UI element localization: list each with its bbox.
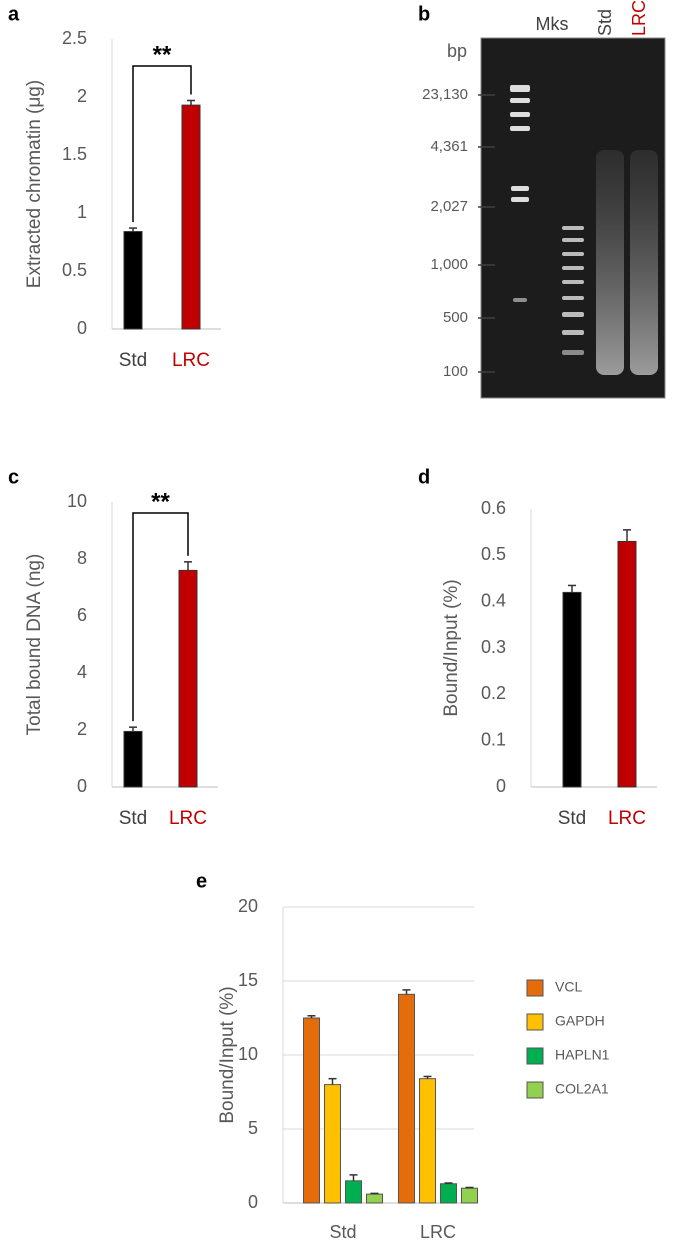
legend-swatch	[526, 979, 544, 997]
y-tick-label: 0.3	[481, 637, 506, 657]
marker-label: 1,000	[430, 256, 468, 273]
bar	[419, 1078, 436, 1204]
marker-label: 23,130	[422, 86, 468, 103]
bar	[366, 1193, 383, 1204]
y-tick-label: 0.5	[481, 544, 506, 564]
lane-label: Std	[595, 9, 615, 36]
y-tick-label: 2	[77, 719, 87, 739]
marker-label: 500	[443, 309, 468, 326]
y-tick-label: 0.4	[481, 590, 506, 610]
y-tick-label: 1	[77, 202, 87, 222]
y-tick-label: 1.5	[62, 144, 87, 164]
x-tick-label: LRC	[608, 808, 646, 829]
x-tick-label: LRC	[172, 350, 210, 371]
bar	[178, 569, 198, 788]
y-tick-label: 0	[77, 776, 87, 796]
y-axis-label: Bound/Input (%)	[441, 579, 462, 716]
y-tick-label: 0.1	[481, 729, 506, 749]
y-tick-label: 10	[238, 1044, 258, 1064]
y-tick-label: 15	[238, 970, 258, 990]
x-tick-label: Std	[119, 350, 148, 371]
y-tick-label: 20	[238, 896, 258, 916]
significance-bracket	[132, 512, 189, 722]
smear-lrc	[630, 150, 658, 375]
bar	[398, 993, 415, 1204]
legend-swatch	[526, 1047, 544, 1065]
legend-label: COL2A1	[555, 1081, 609, 1097]
legend-label: GAPDH	[555, 1013, 605, 1029]
gel-unit: bp	[447, 41, 467, 61]
bar	[562, 591, 582, 788]
marker-label: 4,361	[430, 138, 468, 155]
panel-label: b	[418, 3, 430, 25]
bar	[181, 104, 201, 330]
y-tick-label: 4	[77, 662, 87, 682]
marker-label: 2,027	[430, 198, 468, 215]
marker-label: 100	[443, 363, 468, 380]
lane-label: Mks	[536, 14, 569, 34]
y-axis-label: Total bound DNA (ng)	[24, 554, 45, 736]
bar	[123, 730, 143, 788]
x-tick-label: Std	[329, 1222, 356, 1241]
y-tick-label: 0.5	[62, 260, 87, 280]
panel-label: e	[196, 870, 207, 892]
x-tick-label: LRC	[169, 808, 207, 829]
hundred-bp-ladder	[562, 226, 584, 355]
significance-label: **	[151, 488, 170, 515]
y-tick-label: 0	[77, 318, 87, 338]
legend-swatch	[526, 1013, 544, 1031]
bar	[440, 1183, 457, 1204]
panel-label: d	[418, 466, 430, 488]
y-tick-label: 0	[496, 776, 506, 796]
significance-bracket	[132, 65, 192, 223]
bar	[324, 1084, 341, 1204]
lane-label: LRC	[629, 0, 649, 36]
y-tick-label: 6	[77, 605, 87, 625]
legend-label: VCL	[555, 979, 582, 995]
legend-swatch	[526, 1081, 544, 1099]
y-tick-label: 0.2	[481, 683, 506, 703]
y-tick-label: 10	[67, 491, 87, 511]
y-axis-label: Extracted chromatin (μg)	[24, 80, 45, 288]
significance-label: **	[153, 41, 172, 68]
smear-std	[596, 150, 624, 375]
y-tick-label: 5	[248, 1118, 258, 1138]
gel-image	[480, 37, 666, 399]
bar	[461, 1187, 478, 1204]
y-tick-label: 0	[248, 1192, 258, 1212]
panel-label: a	[8, 3, 20, 25]
ladder-bands	[510, 85, 530, 302]
bar	[617, 540, 637, 788]
x-tick-label: Std	[119, 808, 148, 829]
x-tick-label: Std	[558, 808, 587, 829]
bar	[345, 1180, 362, 1204]
panel-label: c	[8, 466, 19, 488]
x-tick-label: LRC	[420, 1222, 456, 1241]
legend-label: HAPLN1	[555, 1047, 610, 1063]
bar	[303, 1017, 320, 1204]
y-tick-label: 2.5	[62, 28, 87, 48]
y-tick-label: 2	[77, 86, 87, 106]
y-tick-label: 8	[77, 548, 87, 568]
bar	[123, 231, 143, 330]
y-axis-label: Bound/Input (%)	[217, 986, 238, 1123]
y-tick-label: 0.6	[481, 498, 506, 518]
